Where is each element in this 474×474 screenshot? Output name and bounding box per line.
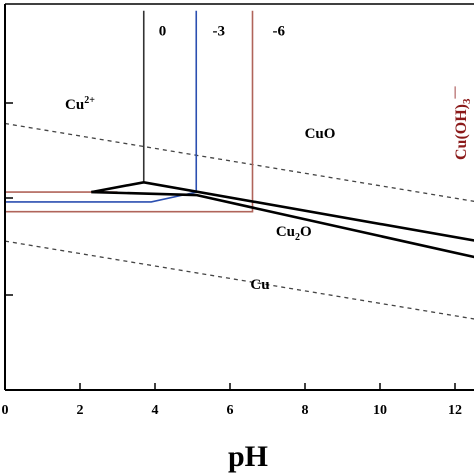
series-line-conc_-3 <box>5 10 198 203</box>
x-tick-label: 0 <box>2 403 9 418</box>
labels: Cu2+ CuO Cu2O Cu 0 -3 -6 Cu(OH)3— <box>65 23 473 293</box>
concentration-label: 0 <box>159 23 167 39</box>
x-tick-label: 10 <box>373 403 387 418</box>
concentration-label: -6 <box>273 23 286 39</box>
svg-text:Cu(OH)3—: Cu(OH)3— <box>447 86 473 161</box>
concentration-label: -3 <box>213 23 226 39</box>
x-tick-label: 4 <box>152 403 159 418</box>
series-line-water_lower <box>5 240 474 320</box>
series-line-water_upper <box>5 122 474 202</box>
side-species-label: Cu(OH)3— <box>447 86 473 161</box>
region-label-cu2o: Cu2O <box>276 224 312 243</box>
region-label-cu2: Cu2+ <box>65 95 95 113</box>
region-label-cu: Cu <box>250 277 269 293</box>
region-label-cuo: CuO <box>305 126 336 142</box>
x-tick-label: 6 <box>227 403 234 418</box>
series-line-conc_-6 <box>5 10 254 213</box>
plot-lines <box>5 10 474 320</box>
x-tick-label: 8 <box>302 403 309 418</box>
x-ticks: 0 2 4 6 8 10 12 <box>2 383 462 418</box>
series-line-cu2o_parallelogram <box>91 180 474 259</box>
x-tick-label: 12 <box>448 403 462 418</box>
x-axis-title: pH <box>228 440 268 473</box>
axes <box>4 3 474 391</box>
x-tick-label: 2 <box>77 403 84 418</box>
